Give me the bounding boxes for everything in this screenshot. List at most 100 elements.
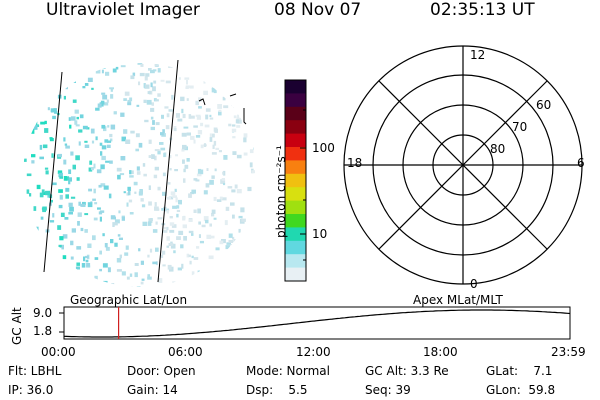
colorbar-segment (285, 267, 306, 282)
image-pixel (58, 244, 62, 247)
image-pixel (228, 240, 233, 243)
image-pixel (165, 80, 171, 84)
image-pixel (176, 236, 181, 240)
image-pixel (157, 93, 161, 97)
image-pixel (174, 188, 177, 192)
image-pixel (79, 114, 84, 119)
colorbar-segment (285, 214, 306, 228)
image-pixel (169, 229, 175, 233)
image-pixel (105, 71, 110, 76)
image-pixel (186, 253, 189, 258)
image-pixel (171, 94, 174, 100)
image-pixel (150, 107, 155, 112)
image-pixel (135, 148, 139, 152)
image-pixel (109, 160, 113, 164)
image-pixel (128, 190, 131, 196)
status-ip: IP: 36.0 (8, 383, 54, 397)
image-pixel (131, 170, 134, 175)
image-pixel (182, 159, 185, 164)
image-pixel (157, 217, 163, 220)
image-pixel (72, 99, 77, 103)
image-pixel (101, 92, 106, 95)
image-pixel (87, 77, 93, 82)
image-pixel (108, 193, 112, 199)
image-pixel (44, 167, 49, 170)
image-pixel (182, 216, 186, 221)
image-pixel (62, 255, 67, 260)
status-gc-alt: GC Alt: 3.3 Re (365, 364, 449, 378)
image-pixel (101, 69, 104, 74)
image-pixel (74, 109, 79, 114)
image-pixel (231, 128, 237, 133)
image-pixel (39, 192, 44, 198)
image-pixel (186, 158, 190, 162)
image-pixel (100, 164, 105, 170)
mlt-label-6: 6 (577, 156, 585, 170)
image-pixel (232, 124, 236, 127)
image-pixel (75, 124, 80, 127)
image-pixel (176, 205, 180, 209)
colorbar-segment (285, 200, 306, 215)
image-pixel (136, 104, 140, 107)
image-pixel (205, 114, 209, 120)
image-pixel (251, 170, 255, 174)
image-pixel (191, 271, 195, 276)
image-pixel (93, 188, 96, 194)
image-pixel (95, 68, 101, 74)
lat-label-60: 60 (536, 98, 552, 112)
image-pixel (123, 98, 127, 101)
image-pixel (103, 126, 107, 132)
image-pixel (120, 156, 126, 161)
image-pixel (84, 144, 90, 148)
image-pixel (97, 207, 101, 210)
image-pixel (172, 205, 177, 209)
image-pixel (81, 263, 86, 268)
image-pixel (157, 278, 163, 283)
image-pixel (88, 167, 93, 172)
image-pixel (93, 217, 98, 221)
image-pixel (57, 225, 62, 230)
image-pixel (52, 115, 56, 120)
image-pixel (167, 182, 171, 185)
image-pixel (99, 250, 102, 255)
image-pixel (58, 204, 63, 209)
time-tick-2359: 23:59 (551, 345, 586, 359)
image-pixel (205, 108, 211, 112)
image-pixel (101, 155, 106, 161)
image-pixel (142, 163, 146, 167)
image-pixel (209, 137, 213, 142)
image-pixel (209, 133, 212, 138)
image-pixel (116, 258, 122, 263)
image-pixel (223, 182, 226, 186)
image-pixel (173, 128, 177, 132)
alt-tick-1.8: 1.8 (33, 324, 53, 338)
image-pixel (219, 196, 223, 200)
image-pixel (169, 168, 172, 171)
image-pixel (193, 209, 197, 213)
image-pixel (113, 111, 117, 115)
image-pixel (104, 139, 109, 143)
image-pixel (195, 179, 200, 182)
image-pixel (154, 202, 157, 207)
image-pixel (109, 138, 113, 142)
image-pixel (63, 137, 66, 142)
image-pixel (82, 86, 86, 89)
image-pixel (189, 85, 194, 89)
image-pixel (78, 141, 81, 146)
image-pixel (159, 142, 164, 145)
image-pixel (75, 155, 80, 161)
image-pixel (140, 64, 144, 67)
image-pixel (68, 117, 71, 121)
image-pixel (64, 143, 68, 146)
image-pixel (243, 137, 247, 143)
image-pixel (121, 271, 126, 276)
image-pixel (198, 234, 201, 238)
image-pixel (59, 236, 64, 241)
image-pixel (72, 164, 76, 170)
image-pixel (193, 257, 199, 260)
image-pixel (177, 267, 182, 271)
image-pixel (195, 135, 201, 138)
image-pixel (161, 254, 164, 258)
image-pixel (58, 172, 63, 178)
